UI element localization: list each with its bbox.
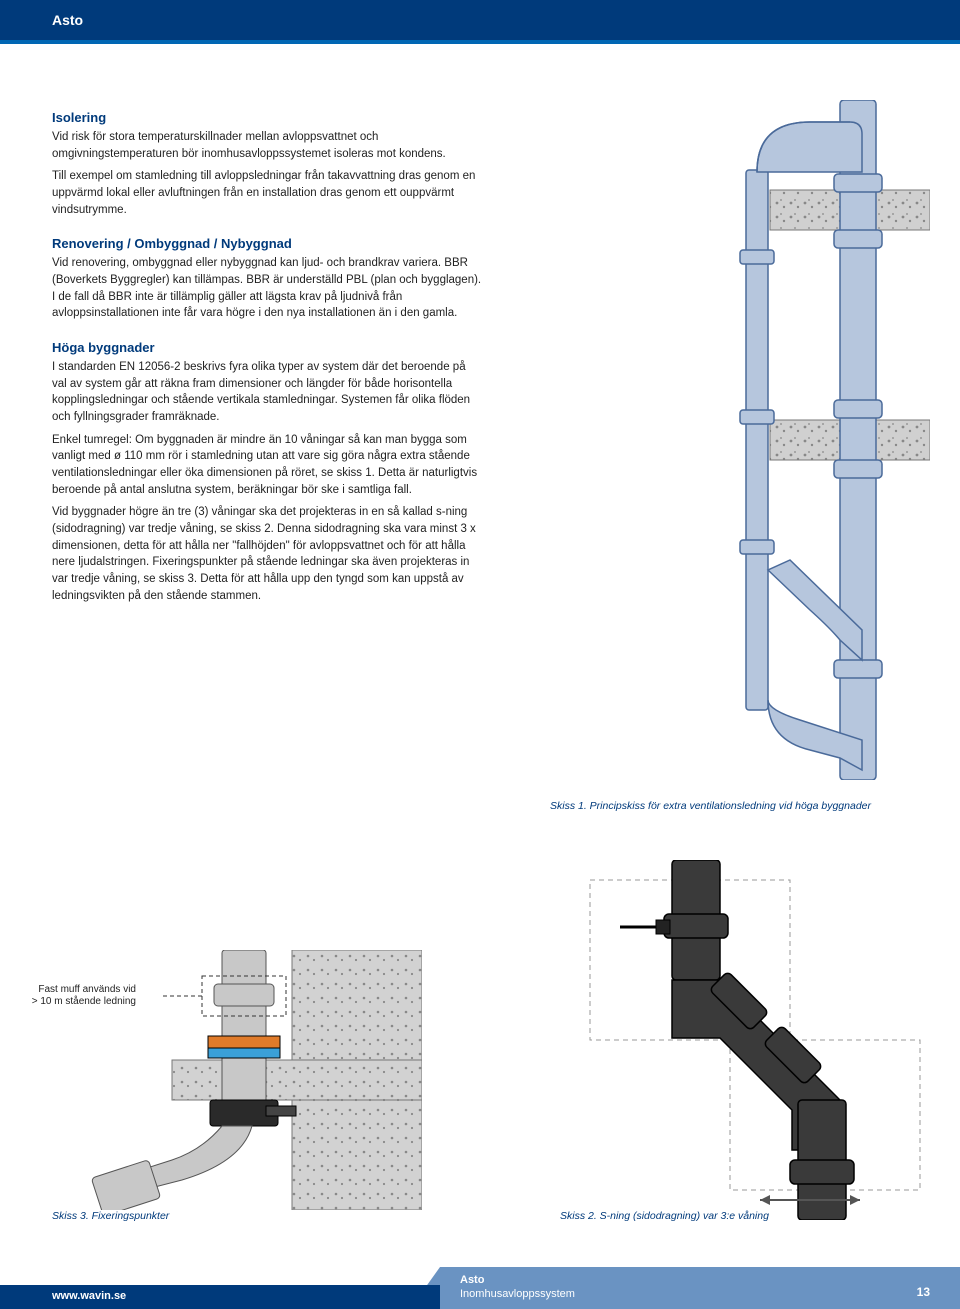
heading-isolering: Isolering: [52, 110, 482, 125]
caption-skiss-1: Skiss 1. Principskiss för extra ventilat…: [550, 800, 930, 812]
annotation-fastmuff: Fast muff används vid > 10 m stående led…: [6, 984, 136, 1008]
annotation-line: Fast muff används vid: [38, 984, 136, 995]
footer-brand: Asto: [460, 1273, 840, 1287]
paragraph: Vid byggnader högre än tre (3) våningar …: [52, 504, 482, 604]
caption-skiss-2: Skiss 2. S-ning (sidodragning) var 3:e v…: [560, 1210, 769, 1222]
paragraph: Vid risk för stora temperaturskillnader …: [52, 129, 482, 162]
caption-skiss-3: Skiss 3. Fixeringspunkter: [52, 1210, 169, 1222]
header-brand: Asto: [0, 0, 960, 28]
paragraph: Enkel tumregel: Om byggnaden är mindre ä…: [52, 432, 482, 499]
footer: www.wavin.se Asto Inomhusavloppssystem 1…: [0, 1267, 960, 1309]
header-bar: Asto: [0, 0, 960, 44]
paragraph: I standarden EN 12056-2 beskrivs fyra ol…: [52, 359, 482, 426]
figure-skiss-1: [550, 100, 930, 760]
figure-skiss-2: [560, 860, 930, 1200]
annotation-line: > 10 m stående ledning: [32, 996, 136, 1007]
footer-mid: Asto Inomhusavloppssystem: [440, 1267, 840, 1309]
footer-page: 13: [840, 1267, 960, 1309]
heading-hoga: Höga byggnader: [52, 340, 482, 355]
paragraph: Vid renovering, ombyggnad eller nybyggna…: [52, 255, 482, 322]
body-text-column: Isolering Vid risk för stora temperaturs…: [52, 110, 482, 610]
paragraph: Till exempel om stamledning till avlopps…: [52, 168, 482, 218]
heading-renovering: Renovering / Ombyggnad / Nybyggnad: [52, 236, 482, 251]
footer-url: www.wavin.se: [0, 1285, 440, 1309]
footer-subtitle: Inomhusavloppssystem: [460, 1287, 840, 1301]
